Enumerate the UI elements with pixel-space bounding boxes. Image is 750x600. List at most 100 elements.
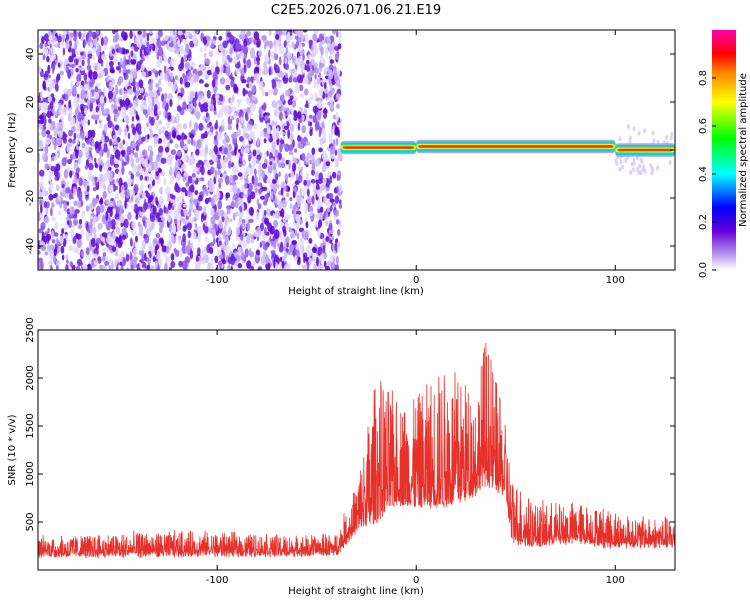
noise-cell — [270, 250, 276, 255]
noise-cell — [80, 51, 84, 56]
noise-cell — [76, 74, 82, 82]
noise-cell — [38, 169, 45, 177]
noise-cell — [308, 257, 313, 266]
noise-cell — [266, 188, 270, 194]
noise-cell — [298, 77, 303, 84]
noise-cell — [75, 68, 79, 73]
noise-cell — [92, 71, 98, 80]
noise-cell — [236, 98, 242, 104]
noise-cell — [241, 35, 245, 40]
noise-cell — [290, 108, 294, 114]
noise-cell — [240, 52, 245, 59]
noise-cell — [170, 30, 174, 38]
noise-cell — [217, 199, 223, 210]
noise-cell — [214, 223, 217, 228]
noise-cell — [108, 166, 112, 171]
noise-cell — [147, 145, 153, 152]
noise-cell — [328, 64, 334, 70]
noise-cell — [288, 150, 293, 156]
noise-cell — [287, 31, 291, 37]
noise-cell — [338, 154, 343, 162]
noise-cell — [51, 93, 55, 99]
noise-cell — [184, 244, 191, 254]
noise-cell — [334, 149, 338, 156]
noise-cell — [67, 113, 72, 122]
noise-cell — [115, 84, 118, 93]
noise-cell — [122, 139, 126, 145]
noise-cell — [55, 237, 59, 246]
noise-cell — [209, 166, 215, 175]
noise-cell — [66, 180, 69, 188]
noise-cell — [637, 130, 641, 136]
noise-cell — [38, 119, 43, 124]
noise-cell — [158, 195, 164, 206]
noise-cell — [191, 172, 196, 178]
noise-cell — [68, 138, 73, 143]
noise-cell — [145, 192, 151, 199]
noise-cell — [286, 51, 292, 59]
noise-cell — [265, 66, 268, 76]
noise-cell — [139, 87, 144, 94]
noise-cell — [204, 144, 209, 154]
noise-cell — [195, 106, 199, 112]
noise-cell — [335, 255, 339, 265]
noise-cell — [79, 55, 83, 62]
noise-cell — [85, 232, 91, 242]
noise-cell — [130, 264, 134, 270]
noise-cell — [295, 243, 300, 250]
noise-cell — [252, 149, 257, 157]
snr-line — [38, 342, 675, 559]
noise-cell — [262, 186, 268, 192]
noise-cell — [218, 43, 224, 52]
noise-cell — [168, 68, 171, 75]
noise-cell — [638, 163, 642, 169]
noise-cell — [221, 65, 224, 73]
noise-cell — [273, 229, 280, 240]
noise-cell — [279, 236, 285, 241]
noise-cell — [227, 264, 231, 270]
noise-cell — [73, 217, 78, 227]
noise-cell — [263, 128, 268, 133]
noise-cell — [323, 210, 327, 218]
noise-cell — [288, 226, 292, 233]
noise-cell — [237, 263, 243, 269]
noise-cell — [170, 47, 176, 53]
noise-cell — [225, 192, 231, 199]
noise-cell — [84, 146, 89, 153]
noise-cell — [76, 139, 80, 145]
noise-cell — [113, 259, 117, 268]
noise-cell — [167, 114, 171, 121]
noise-cell — [272, 87, 278, 96]
noise-cell — [65, 254, 69, 261]
noise-cell — [328, 136, 333, 145]
noise-cell — [225, 49, 229, 56]
noise-cell — [170, 72, 174, 81]
noise-cell — [314, 247, 317, 253]
noise-cell — [62, 47, 66, 56]
noise-cell — [250, 265, 254, 270]
noise-cell — [311, 49, 317, 58]
noise-cell — [183, 123, 187, 130]
noise-cell — [39, 42, 44, 50]
noise-cell — [216, 159, 221, 170]
noise-cell — [74, 40, 77, 51]
noise-cell — [64, 222, 68, 231]
noise-cell — [279, 71, 285, 78]
noise-cell — [242, 159, 247, 167]
noise-cell — [233, 43, 236, 52]
noise-cell — [188, 208, 192, 218]
noise-cell — [65, 187, 71, 194]
noise-cell — [45, 130, 51, 135]
noise-cell — [44, 49, 49, 55]
noise-cell — [158, 168, 163, 174]
noise-cell — [198, 90, 202, 96]
noise-cell — [268, 67, 272, 76]
noise-cell — [236, 152, 240, 160]
noise-cell — [113, 54, 117, 64]
noise-cell — [144, 220, 147, 230]
noise-cell — [130, 46, 135, 51]
noise-cell — [278, 162, 284, 168]
noise-cell — [57, 40, 61, 49]
noise-cell — [179, 250, 183, 258]
noise-cell — [289, 132, 294, 142]
